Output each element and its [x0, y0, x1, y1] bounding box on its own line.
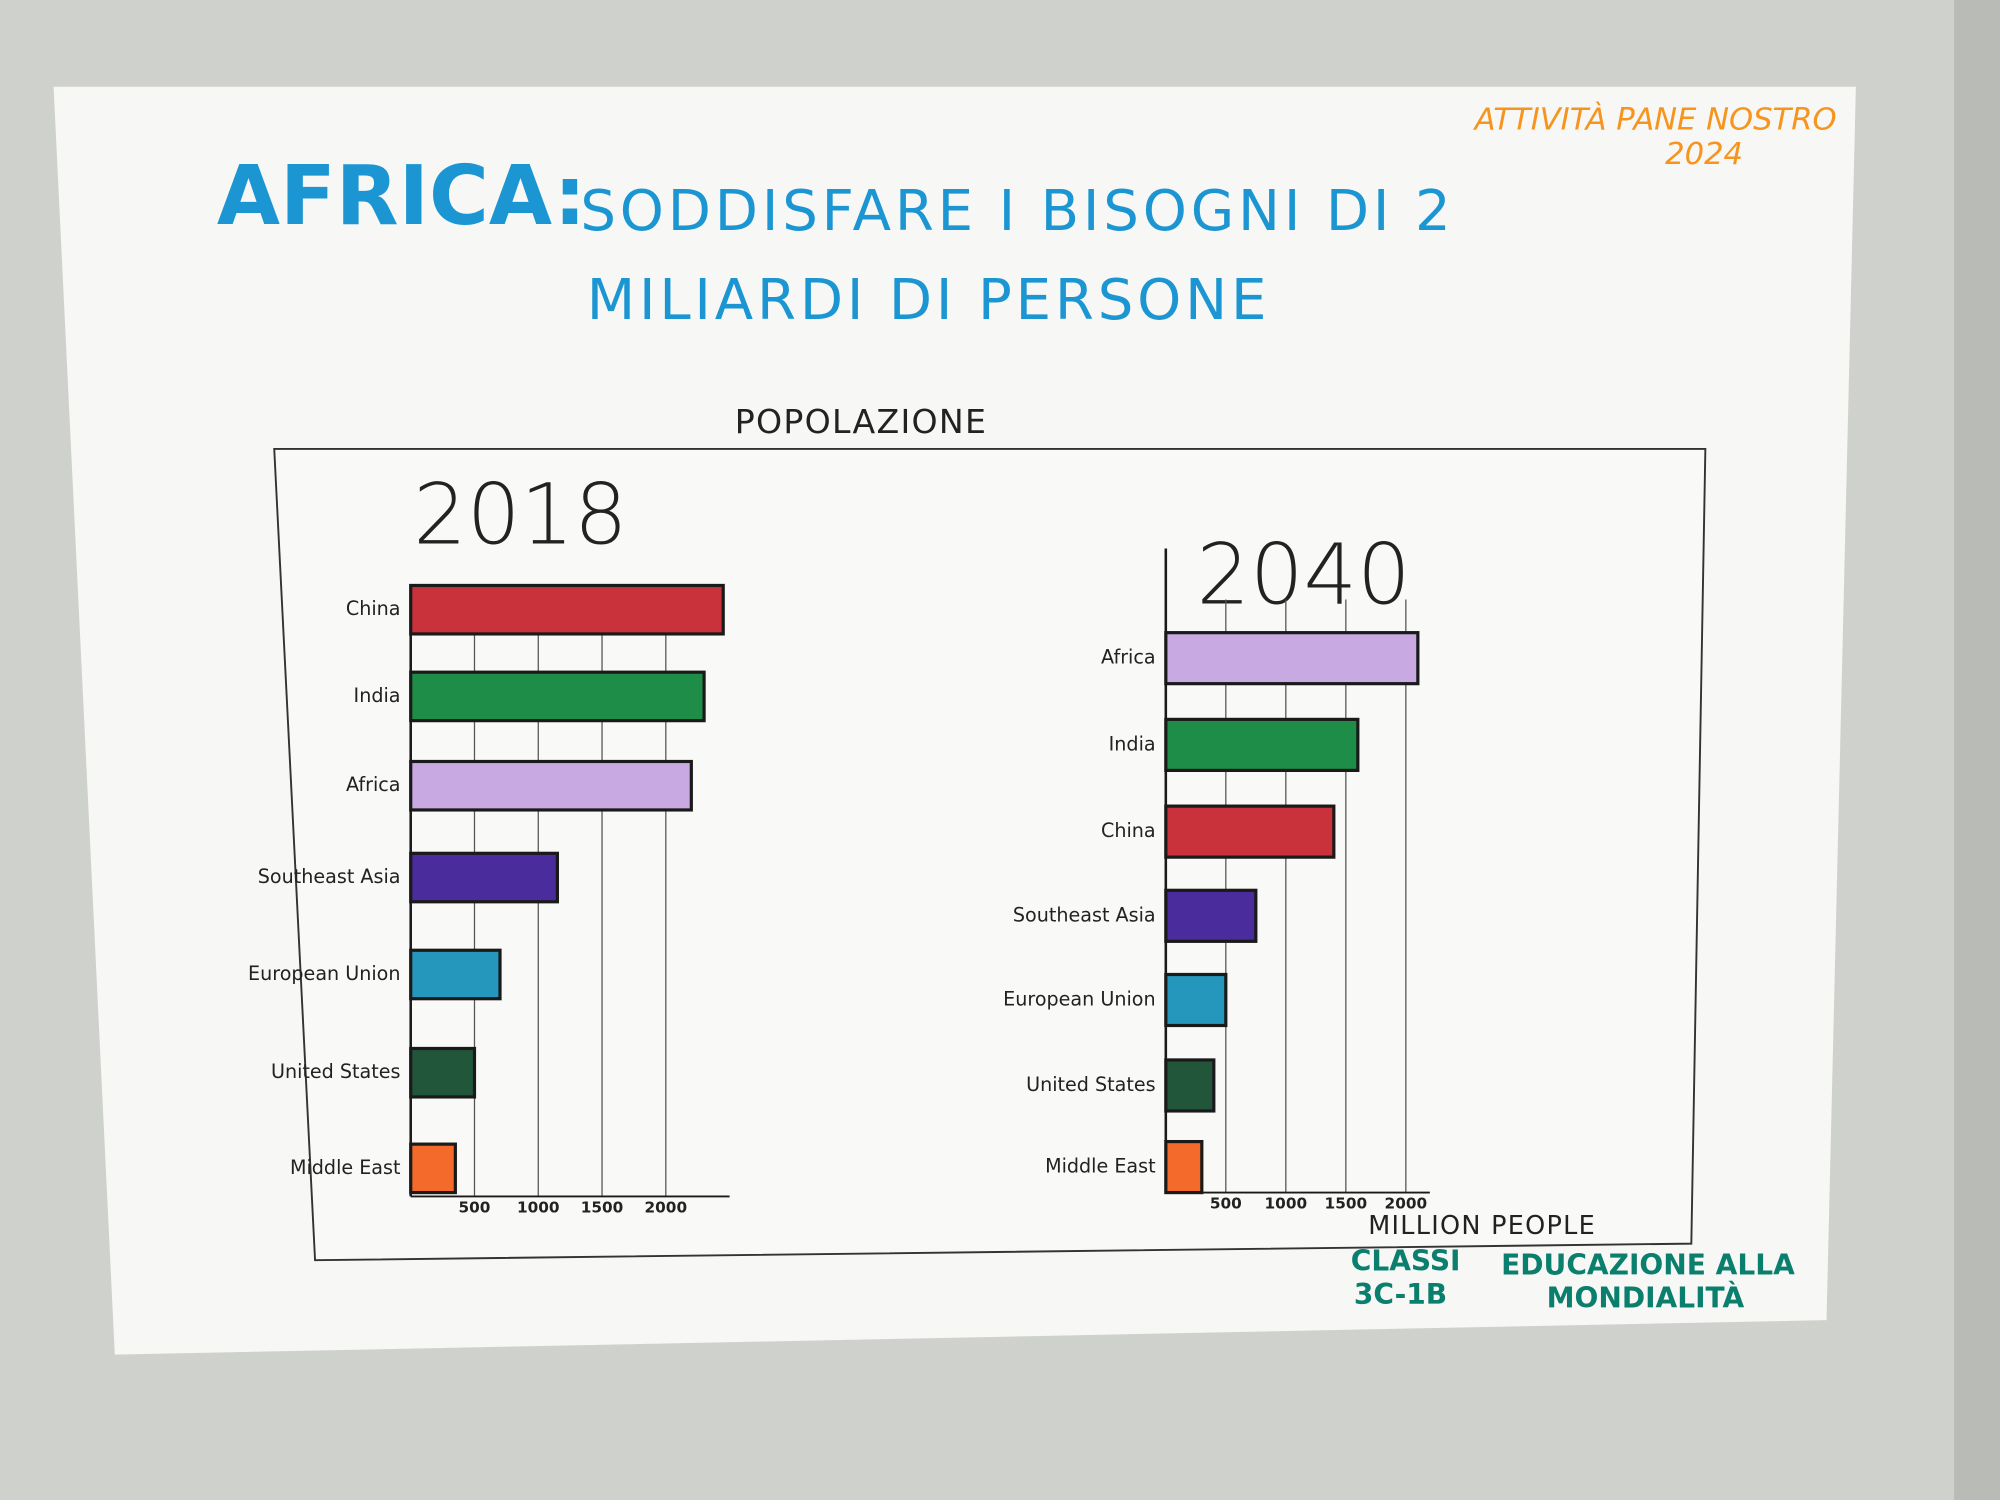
category-label: India: [354, 684, 401, 707]
x-tick-label: 1000: [517, 1198, 560, 1216]
category-label: China: [1101, 819, 1156, 842]
x-tick-label: 500: [1210, 1195, 1242, 1213]
x-tick-label: 1500: [1325, 1195, 1368, 1213]
bar: [409, 670, 706, 723]
subject: EDUCAZIONE ALLA: [1501, 1249, 1795, 1282]
x-tick-label: 500: [459, 1198, 491, 1216]
title-line: SODDISFARE I BISOGNI DI 2: [580, 179, 1454, 244]
activity: ATTIVITÀ PANE NOSTRO: [1473, 102, 1837, 138]
x-tick-label: 1500: [581, 1198, 624, 1216]
category-label: European Union: [1003, 987, 1155, 1010]
bar: [1164, 804, 1336, 859]
subject: MONDIALITÀ: [1547, 1281, 1745, 1315]
bar: [409, 851, 559, 904]
bar: [409, 948, 502, 1001]
activity: 2024: [1665, 137, 1743, 172]
category-label: Middle East: [290, 1156, 401, 1179]
classes: CLASSI: [1351, 1245, 1461, 1278]
category-label: Southeast Asia: [258, 865, 401, 888]
wall-edge: [1954, 0, 2000, 1500]
section-title: POPOLAZIONE: [735, 402, 987, 441]
bar: [1164, 1139, 1204, 1195]
category-label: European Union: [248, 962, 400, 985]
category-label: Africa: [1101, 646, 1156, 669]
bar: [409, 1142, 457, 1195]
x-tick-label: 2000: [1385, 1195, 1428, 1213]
bar: [1164, 717, 1360, 773]
year-title: 2040: [1196, 525, 1410, 623]
category-label: Southeast Asia: [1013, 903, 1156, 926]
bar: [1164, 972, 1228, 1028]
title-line: MILIARDI DI PERSONE: [587, 268, 1270, 333]
bar: [409, 759, 693, 812]
category-label: United States: [271, 1060, 401, 1083]
category-label: Middle East: [1045, 1155, 1156, 1178]
category-label: Africa: [346, 773, 401, 796]
year-title: 2018: [413, 465, 627, 563]
category-label: United States: [1026, 1073, 1156, 1096]
bar: [1164, 1058, 1216, 1113]
bar: [409, 583, 725, 636]
category-label: China: [346, 597, 401, 620]
bar: [1164, 888, 1258, 943]
x-tick-label: 2000: [645, 1198, 688, 1216]
title-highlight: AFRICA:: [217, 149, 586, 244]
x-axis-label: MILLION PEOPLE: [1368, 1211, 1596, 1241]
category-label: India: [1109, 732, 1156, 755]
classes: 3C-1B: [1354, 1278, 1447, 1311]
x-tick-label: 1000: [1265, 1195, 1308, 1213]
bar: [409, 1046, 477, 1099]
bar: [1164, 631, 1420, 686]
